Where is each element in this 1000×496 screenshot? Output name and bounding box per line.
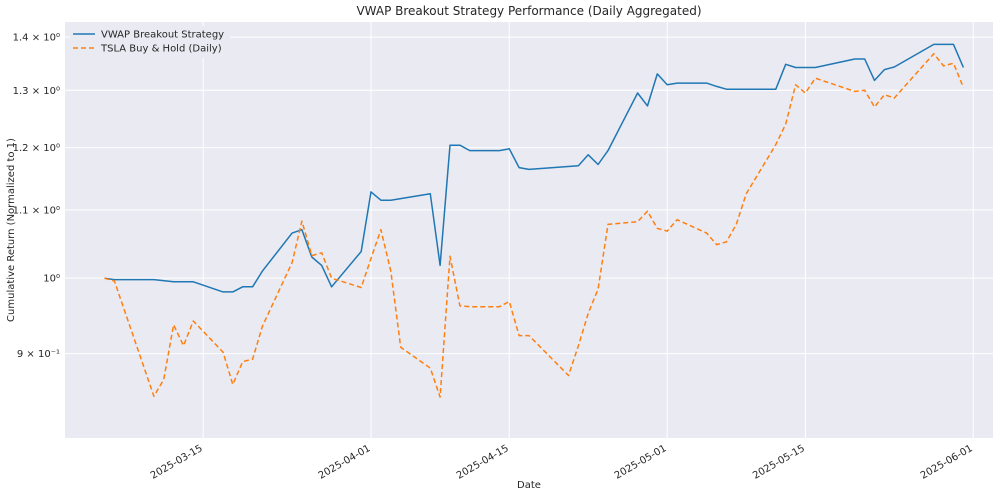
chart-title: VWAP Breakout Strategy Performance (Dail…	[356, 4, 701, 18]
series-group	[104, 43, 965, 398]
y-tick-label: 9 × 10⁻¹	[17, 349, 60, 360]
legend-box	[70, 26, 230, 58]
y-tick-label: 10⁰	[43, 274, 60, 285]
y-tick-label: 1.2 × 10⁰	[13, 143, 60, 154]
plot-area	[65, 22, 993, 438]
legend-label-vwap: VWAP Breakout Strategy	[101, 30, 224, 41]
y-tick-label: 1.3 × 10⁰	[13, 86, 60, 97]
legend: VWAP Breakout Strategy TSLA Buy & Hold (…	[70, 26, 230, 58]
series-line-tsla	[104, 52, 965, 398]
y-axis-title: Cumulative Return (Normalized to 1)	[6, 138, 17, 322]
y-tick-label: 1.1 × 10⁰	[13, 205, 60, 216]
series-line-vwap	[104, 43, 965, 293]
x-axis-title: Date	[517, 480, 541, 491]
legend-label-tsla: TSLA Buy & Hold (Daily)	[100, 44, 222, 55]
y-tick-label: 1.4 × 10⁰	[13, 33, 60, 44]
